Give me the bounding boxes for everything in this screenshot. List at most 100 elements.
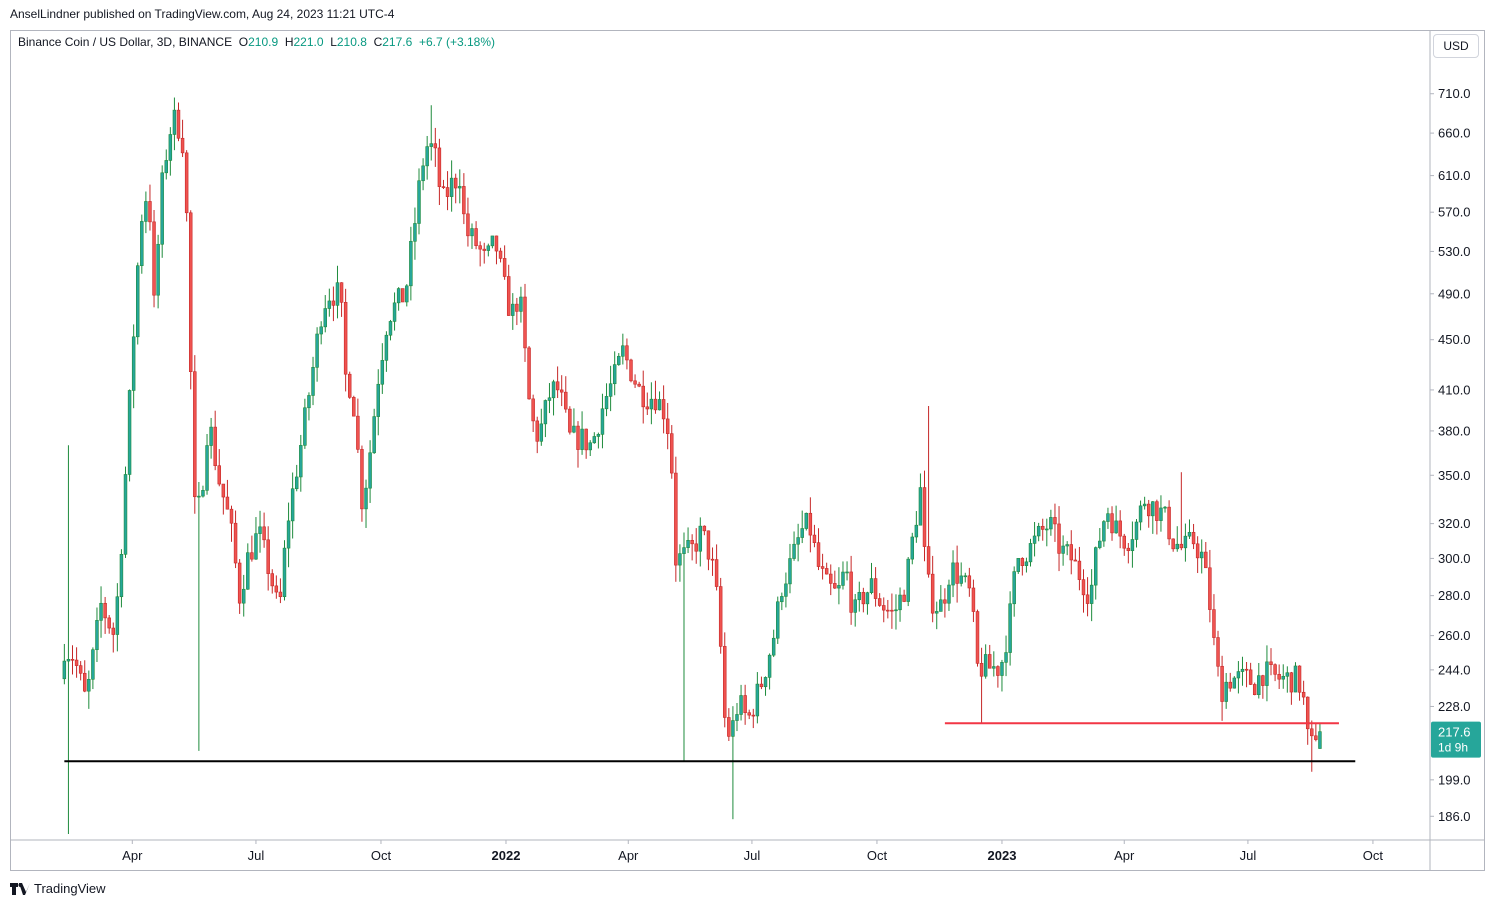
candle-body — [70, 658, 75, 661]
candle-body — [637, 383, 641, 387]
candle-body — [1252, 684, 1257, 696]
close-label: C — [373, 35, 383, 49]
candle-body — [1155, 501, 1159, 521]
candle-body — [498, 250, 503, 259]
candle-body — [584, 428, 588, 451]
candle-body — [270, 573, 274, 587]
candle-body — [136, 265, 140, 338]
candle-body — [592, 436, 597, 444]
candle-body — [1261, 675, 1265, 686]
candle-body — [723, 646, 727, 718]
candle-body — [1265, 661, 1269, 686]
candle-body — [168, 134, 173, 161]
candle-body — [323, 308, 327, 328]
candle-body — [1102, 521, 1106, 542]
candle-body — [1049, 517, 1053, 530]
candle-body — [678, 553, 682, 566]
candle-body — [600, 408, 605, 435]
chart-frame[interactable] — [10, 30, 1485, 871]
candle-body — [519, 296, 523, 312]
candle-body — [690, 540, 694, 545]
candle-body — [661, 399, 666, 420]
candle-body — [580, 428, 584, 450]
candle-body — [148, 201, 152, 223]
candle-body — [926, 546, 931, 575]
candle-body — [1122, 535, 1126, 549]
candle-body — [449, 177, 454, 197]
bar-countdown-label: 1d 9h — [1438, 741, 1468, 755]
candle-body — [258, 526, 262, 534]
y-tick-label: 260.0 — [1438, 628, 1471, 643]
candle-body — [1114, 520, 1118, 534]
candle-body — [653, 398, 658, 411]
candle-body — [727, 717, 731, 737]
candle-body — [1195, 543, 1200, 559]
candle-body — [853, 599, 857, 613]
candle-body — [360, 449, 364, 510]
candle-body — [576, 425, 580, 450]
candle-body — [290, 488, 295, 522]
candle-body — [845, 571, 849, 574]
candle-body — [759, 683, 764, 688]
candle-body — [286, 520, 291, 549]
candle-body — [364, 487, 368, 510]
candle-body — [837, 585, 841, 589]
y-tick-label: 350.0 — [1438, 468, 1471, 483]
candle-body — [706, 530, 711, 560]
candle-body — [392, 302, 397, 322]
candle-body — [698, 525, 703, 552]
candle-body — [1301, 691, 1306, 698]
footer-brand[interactable]: TradingView — [10, 881, 106, 896]
candle-body — [935, 611, 939, 614]
candle-body — [1126, 547, 1131, 552]
candle-body — [1106, 513, 1110, 522]
candle-body — [1257, 675, 1261, 696]
candle-body — [718, 586, 723, 647]
candle-body — [747, 712, 751, 716]
currency-button[interactable]: USD — [1433, 34, 1479, 58]
y-tick-label: 570.0 — [1438, 205, 1471, 220]
candle-body — [1318, 731, 1322, 749]
x-tick-label: Oct — [1363, 848, 1384, 863]
low-label: L — [330, 35, 337, 49]
y-tick-label: 530.0 — [1438, 244, 1471, 259]
candle-body — [939, 599, 943, 612]
candle-body — [1004, 652, 1008, 663]
candle-body — [506, 276, 511, 316]
candle-body — [1240, 668, 1245, 672]
candle-body — [262, 526, 266, 541]
candle-body — [1089, 584, 1094, 604]
candle-body — [417, 180, 421, 224]
candle-body — [225, 496, 230, 510]
candle-body — [156, 243, 160, 296]
candle-body — [1204, 551, 1208, 569]
candle-body — [241, 588, 246, 604]
candle-body — [1016, 558, 1020, 572]
candle-body — [1077, 560, 1082, 580]
high-value: 221.0 — [293, 35, 324, 49]
candle-body — [405, 285, 409, 303]
x-tick-label: Jul — [248, 848, 265, 863]
candle-body — [547, 397, 552, 401]
y-tick-label: 199.0 — [1438, 772, 1471, 787]
candle-body — [523, 296, 527, 349]
candle-body — [1285, 672, 1290, 677]
candle-body — [1277, 673, 1281, 680]
candle-body — [429, 143, 433, 147]
candle-body — [380, 360, 385, 385]
candle-body — [347, 373, 352, 398]
candle-body — [1057, 523, 1061, 554]
candle-body — [670, 433, 674, 474]
candle-body — [943, 599, 947, 604]
candle-body — [131, 336, 136, 391]
candle-body — [197, 495, 201, 498]
candle-body — [205, 445, 209, 491]
y-tick-label: 710.0 — [1438, 86, 1471, 101]
candle-body — [1045, 528, 1049, 531]
candle-body — [1151, 501, 1155, 517]
candle-body — [425, 146, 429, 167]
candle-body — [955, 562, 959, 584]
x-tick-label: Apr — [122, 848, 143, 863]
close-value: 217.6 — [382, 35, 413, 49]
